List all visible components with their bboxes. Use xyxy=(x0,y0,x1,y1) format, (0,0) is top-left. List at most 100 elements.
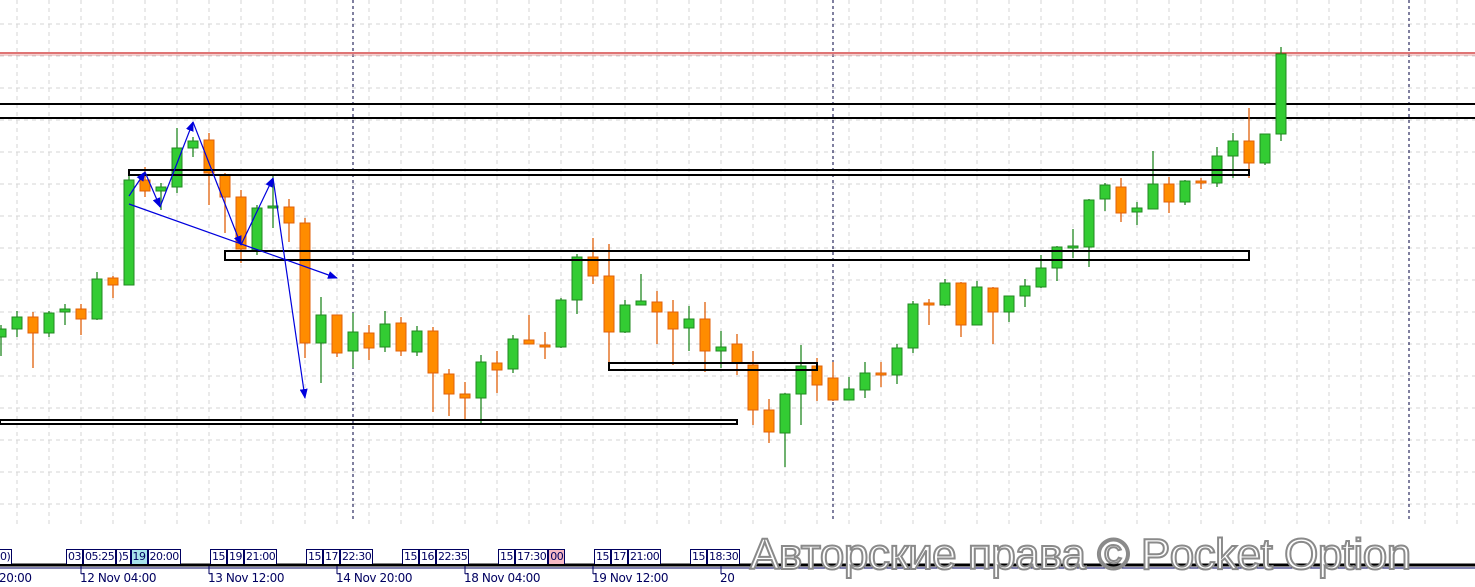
marker-tag[interactable]: 17 xyxy=(323,549,340,564)
candle-bullish xyxy=(1147,183,1159,210)
candle-bearish xyxy=(363,332,375,349)
candle-bullish xyxy=(1099,184,1111,200)
candle-bearish xyxy=(1195,180,1207,184)
candle-bullish xyxy=(1179,180,1191,203)
candle-bearish xyxy=(667,311,679,330)
x-tick-label: 12 Nov 04:00 xyxy=(80,571,157,585)
candle-bullish xyxy=(475,361,487,399)
marker-tag-group[interactable]: 15 17 22:30 xyxy=(306,549,374,564)
candle-bearish xyxy=(923,302,935,306)
marker-tag-group[interactable]: 0) xyxy=(0,549,13,564)
marker-tag-group[interactable]: 15 19 21:00 xyxy=(210,549,278,564)
candle-bullish xyxy=(347,331,359,352)
candle-bullish xyxy=(555,299,567,348)
candle-bullish xyxy=(43,312,55,334)
candle-bearish xyxy=(283,206,295,224)
marker-tag-group[interactable]: 15 18:30 xyxy=(690,549,741,564)
candle-bullish xyxy=(619,304,631,333)
marker-tag[interactable]: 16 xyxy=(419,549,436,564)
marker-tag[interactable]: 15 xyxy=(594,549,611,564)
marker-tag[interactable]: 18:30 xyxy=(707,549,741,564)
candle-bullish xyxy=(171,147,183,188)
support-resistance-zone xyxy=(224,250,1250,261)
candle-bearish xyxy=(459,393,471,399)
candle-bullish xyxy=(379,323,391,348)
marker-tag[interactable]: 15 xyxy=(690,549,707,564)
marker-tag-group[interactable]: 15 16 22:35 xyxy=(402,549,470,564)
candle-bullish xyxy=(779,393,791,434)
candle-bullish xyxy=(1003,295,1015,313)
candle-bearish xyxy=(1243,140,1255,164)
candle-bearish xyxy=(731,343,743,364)
candle-bearish xyxy=(443,373,455,395)
candle-bullish xyxy=(315,314,327,344)
marker-tag[interactable]: 0) xyxy=(0,549,13,564)
candle-bullish xyxy=(571,256,583,301)
candle-bullish xyxy=(795,365,807,395)
candle-bullish xyxy=(891,347,903,376)
zigzag-arrow xyxy=(128,171,146,197)
candle-bearish xyxy=(699,318,711,352)
candle-bullish xyxy=(907,303,919,349)
candle-bullish xyxy=(1259,133,1271,164)
candle-bearish xyxy=(75,308,87,320)
candle-bearish xyxy=(955,282,967,326)
zigzag-arrow xyxy=(240,177,274,246)
support-resistance-zone xyxy=(608,362,818,371)
marker-tag[interactable]: 15 xyxy=(306,549,323,564)
candle-bearish xyxy=(651,301,663,313)
watermark: Авторские права © Pocket Option xyxy=(749,529,1412,580)
marker-tag[interactable]: 22:35 xyxy=(436,549,470,564)
candle-bearish xyxy=(107,277,119,286)
marker-tag[interactable]: 03 xyxy=(66,549,83,564)
marker-tag[interactable]: 17:30 xyxy=(515,549,549,564)
marker-tag[interactable]: 20:00 xyxy=(147,549,181,564)
marker-tag-group[interactable]: 15 17 21:00 xyxy=(594,549,662,564)
marker-tag[interactable]: )5 xyxy=(116,549,131,564)
candle-bullish xyxy=(267,205,279,209)
candle-bearish xyxy=(27,316,39,334)
candle-bullish xyxy=(155,186,167,192)
candle-bearish xyxy=(827,377,839,401)
x-tick-label: 13 Nov 12:00 xyxy=(208,571,285,585)
candle-bullish xyxy=(1083,199,1095,248)
candle-bearish xyxy=(427,330,439,374)
marker-tag-group[interactable]: 03 05:25)5 19 20:00 xyxy=(66,549,181,564)
marker-tag[interactable]: 15 xyxy=(402,549,419,564)
candle-bearish xyxy=(331,314,343,354)
candle-bearish xyxy=(747,364,759,411)
marker-tag[interactable]: 17 xyxy=(611,549,628,564)
marker-tag[interactable]: 22:30 xyxy=(340,549,374,564)
candle-bullish xyxy=(507,338,519,370)
x-tick-label: 20 xyxy=(720,571,735,585)
x-tick-label: 19 Nov 12:00 xyxy=(592,571,669,585)
candle-bearish xyxy=(491,362,503,371)
candle-bullish xyxy=(843,388,855,401)
trend-arrow xyxy=(128,203,338,279)
candle-bullish xyxy=(1051,246,1063,269)
candle-bearish xyxy=(203,139,215,174)
marker-tag[interactable]: 21:00 xyxy=(628,549,662,564)
candle-bearish xyxy=(299,222,311,344)
candle-bullish xyxy=(11,316,23,330)
candle-bearish xyxy=(539,344,551,348)
candle-bullish xyxy=(59,308,71,313)
candle-bullish xyxy=(251,207,263,251)
marker-tag-group[interactable]: 15 17:30 00 xyxy=(498,549,566,564)
marker-tag[interactable]: 05:25 xyxy=(83,549,117,564)
candle-bullish xyxy=(715,346,727,352)
candle-bullish xyxy=(123,179,135,286)
marker-tag[interactable]: 19 xyxy=(227,549,244,564)
candle-bullish xyxy=(635,300,647,306)
candle-bearish xyxy=(875,372,887,376)
marker-tag[interactable]: 19 xyxy=(130,549,148,564)
marker-tag[interactable]: 21:00 xyxy=(244,549,278,564)
candle-bullish xyxy=(1275,53,1287,135)
x-tick-label: 14 Nov 20:00 xyxy=(336,571,413,585)
support-resistance-zone xyxy=(128,169,1250,176)
marker-tag[interactable]: 15 xyxy=(498,549,515,564)
zigzag-arrow xyxy=(272,177,308,399)
marker-tag[interactable]: 00 xyxy=(548,549,566,564)
marker-tag[interactable]: 15 xyxy=(210,549,227,564)
